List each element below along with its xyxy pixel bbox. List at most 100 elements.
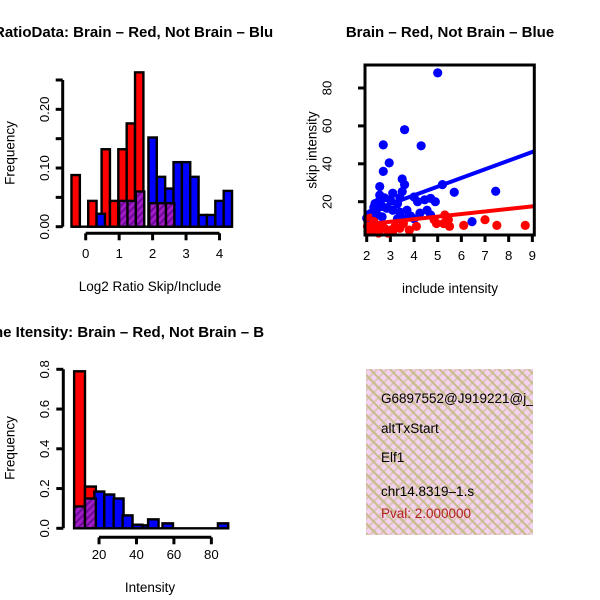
x-tick-label: 0	[82, 246, 89, 261]
scatter-point	[431, 218, 442, 229]
x-tick-label: 80	[204, 547, 219, 562]
hist-bar	[117, 199, 129, 228]
y-tick-label: 0.00	[37, 214, 52, 240]
fit-line-brain	[363, 204, 536, 227]
hist-bar	[87, 199, 98, 228]
x-tick-label: 7	[481, 248, 488, 263]
hist-bar	[146, 518, 160, 530]
info-box: G6897552@J919221@j_ altTxStart Elf1 chr1…	[366, 369, 533, 535]
x-tick-label: 4	[216, 246, 223, 261]
intensity-scatter-title: Brain – Red, Not Brain – Blue	[345, 24, 555, 41]
hist-bar	[222, 189, 234, 228]
y-axis: 0.0 0.2 0.4 0.6 0.8	[37, 360, 65, 537]
scatter-point	[416, 141, 426, 151]
x-tick-label: 3	[182, 246, 189, 261]
hist-bar	[121, 514, 134, 530]
scatter-point	[375, 181, 385, 192]
scatter-point	[378, 140, 388, 150]
hist-bar	[95, 212, 107, 228]
info-line-pval: Pval: 2.000000	[381, 506, 472, 521]
log2ratio-hist-plot: 0 1 2 3 4 0.00 0.10 0.20	[37, 71, 234, 261]
gene-intensity-hist-xlabel: Intensity	[124, 580, 176, 595]
scatter-point	[520, 220, 530, 230]
y-tick-label: 0.20	[37, 97, 52, 123]
hist-series-not-brain	[93, 490, 230, 530]
x-axis: 20 40 60 80	[92, 535, 219, 562]
hist-bar	[197, 213, 209, 228]
x-axis: 0 1 2 3 4	[82, 231, 223, 261]
x-tick-label: 2	[363, 248, 370, 263]
scatter-point	[444, 221, 455, 231]
hist-bar	[72, 370, 87, 530]
panel-intensity-scatter: 2 3 4 5 6 7 8 9 20 40 60 80 Brain – Red, Not Brain …	[300, 0, 600, 300]
scatter-point	[404, 225, 414, 235]
gene-intensity-hist-plot: 20 40 60 80 0.0 0.2 0.4 0.6 0.8	[37, 360, 230, 562]
x-tick-label: 3	[387, 248, 394, 263]
y-axis: 20 40 60 80	[320, 81, 365, 209]
scatter-point	[399, 125, 410, 135]
panel-log2ratio-hist: 0 1 2 3 4 0.00 0.10 0.20 RatioData: Brain – Red…	[0, 0, 300, 300]
hist-bar	[180, 160, 192, 228]
y-tick-label: 80	[320, 81, 335, 96]
scatter-point	[412, 197, 423, 207]
scatter-point	[388, 205, 398, 215]
scatter-point	[422, 205, 432, 215]
x-tick-label: 2	[149, 246, 156, 261]
x-tick-label: 8	[505, 248, 512, 263]
scatter-point	[467, 216, 477, 227]
info-line-locus: chr14.8319–1.s	[381, 484, 475, 499]
hist-bar	[131, 523, 144, 530]
y-tick-label: 40	[320, 156, 335, 171]
log2ratio-hist-ylabel: Frequency	[2, 121, 18, 185]
hist-bar	[216, 522, 230, 530]
x-axis: 2 3 4 5 6 7 8 9	[363, 235, 536, 263]
scatter-point	[492, 220, 502, 230]
scatter-point	[491, 186, 501, 196]
intensity-scatter-plot: 2 3 4 5 6 7 8 9 20 40 60 80	[320, 63, 536, 263]
hist-bar	[83, 497, 98, 530]
hist-bar	[126, 199, 138, 228]
info-line-gene: Elf1	[381, 450, 405, 465]
scatter-point	[433, 68, 443, 78]
fit-line-not-brain	[363, 149, 536, 216]
info-line-id: G6897552@J919221@j_	[381, 391, 533, 406]
hist-bar	[108, 199, 120, 228]
y-tick-label: 20	[320, 194, 335, 209]
x-tick-label: 1	[115, 246, 122, 261]
hist-bar	[205, 213, 217, 228]
hist-bar	[189, 175, 200, 228]
y-axis: 0.00 0.10 0.20	[37, 78, 65, 240]
scatter-point	[459, 220, 469, 230]
hist-bar	[164, 202, 176, 228]
gene-intensity-hist-ylabel: Frequency	[2, 416, 18, 480]
hist-bar	[161, 522, 175, 530]
hist-bar	[214, 199, 225, 228]
scatter-point	[411, 221, 422, 231]
y-tick-label: 0.6	[37, 400, 52, 418]
x-tick-label: 9	[529, 248, 536, 263]
y-tick-label: 0.2	[37, 479, 52, 497]
gene-intensity-hist-title: ne Itensity: Brain – Red, Not Brain – B	[0, 324, 265, 341]
scatter-point	[449, 187, 459, 197]
hist-bar	[134, 190, 146, 228]
panel-gene-intensity-hist: 20 40 60 80 0.0 0.2 0.4 0.6 0.8 ne Itensity: Bra…	[0, 300, 300, 600]
scatter-points-not-brain	[362, 68, 501, 227]
x-tick-label: 4	[410, 248, 417, 263]
y-tick-label: 0.0	[37, 519, 52, 537]
x-tick-label: 6	[458, 248, 465, 263]
x-tick-label: 20	[92, 547, 107, 562]
hist-series-overlap	[72, 497, 98, 530]
hist-bar	[148, 202, 159, 228]
scatter-point	[399, 180, 410, 190]
intensity-scatter-ylabel: skip intensity	[304, 111, 320, 189]
hist-bar	[112, 497, 125, 530]
hist-bar	[72, 505, 87, 530]
info-line-event-type: altTxStart	[381, 421, 439, 436]
y-tick-label: 0.8	[37, 360, 52, 378]
panel-info-box: G6897552@J919221@j_ altTxStart Elf1 chr1…	[300, 300, 600, 600]
hist-series-overlap	[117, 190, 176, 228]
hist-bar	[70, 173, 82, 228]
x-tick-label: 60	[167, 547, 182, 562]
scatter-point	[384, 158, 394, 168]
